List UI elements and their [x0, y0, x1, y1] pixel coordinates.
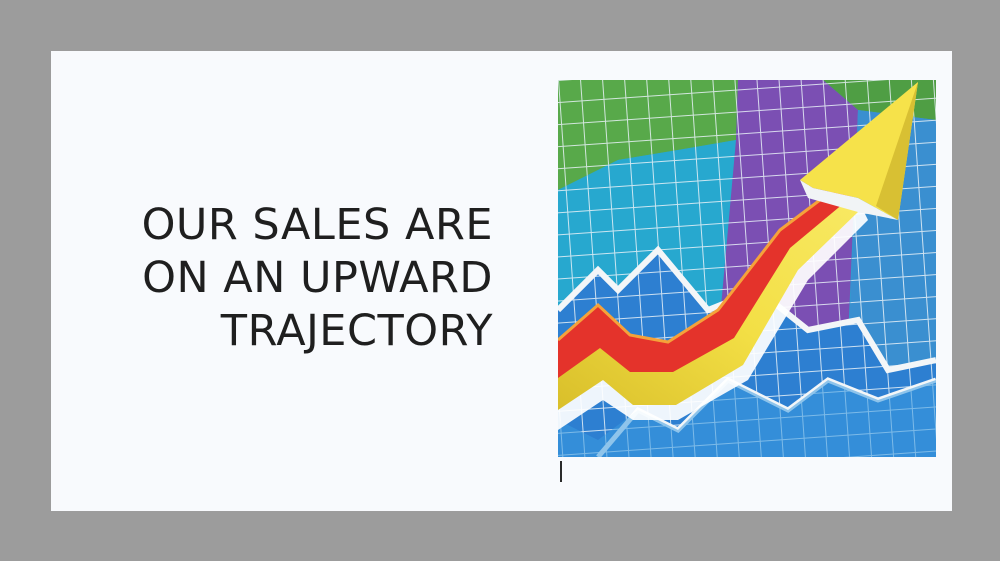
- slide[interactable]: OUR SALES ARE ON AN UPWARD TRAJECTORY: [51, 51, 952, 511]
- arrow-yellow-band: [558, 195, 858, 410]
- title-line-3: TRAJECTORY: [220, 306, 493, 356]
- text-cursor: [560, 461, 562, 482]
- upward-trend-arrow-image[interactable]: [558, 80, 936, 457]
- title-line-1: OUR SALES ARE: [141, 200, 493, 250]
- slide-title[interactable]: OUR SALES ARE ON AN UPWARD TRAJECTORY: [91, 199, 493, 358]
- arrow-red-band: [558, 185, 850, 378]
- title-line-2: ON AN UPWARD: [142, 253, 493, 303]
- trend-illustration-svg: [558, 80, 936, 457]
